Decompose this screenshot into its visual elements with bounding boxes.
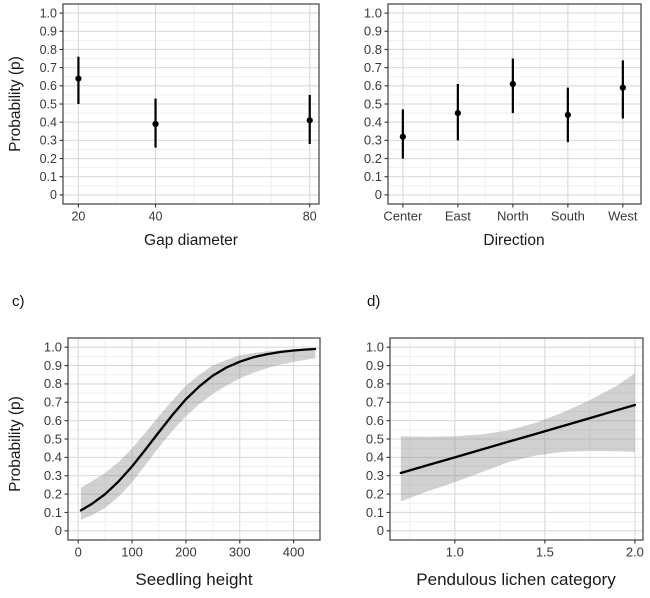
panel-label-c: c) bbox=[12, 293, 25, 310]
x-tick-label: 40 bbox=[149, 210, 163, 224]
y-tick-label: 1.0 bbox=[44, 339, 62, 354]
y-tick-label: 0.9 bbox=[364, 24, 382, 39]
y-tick-label: 0.3 bbox=[366, 468, 384, 483]
x-tick-label: West bbox=[608, 209, 638, 224]
y-tick-label: 0.1 bbox=[40, 170, 57, 184]
x-tick-label: 2.0 bbox=[626, 545, 644, 560]
y-tick-label: 1.0 bbox=[40, 6, 57, 20]
y-tick-label: 0.1 bbox=[44, 505, 62, 520]
y-tick-label: 0 bbox=[50, 188, 57, 202]
y-tick-label: 0.3 bbox=[40, 134, 57, 148]
y-tick-label: 0.7 bbox=[40, 61, 57, 75]
y-tick-label: 0.7 bbox=[364, 60, 382, 75]
y-tick-label: 0.5 bbox=[40, 97, 57, 111]
x-tick-label: 0 bbox=[75, 545, 82, 560]
y-tick-label: 0.1 bbox=[364, 169, 382, 184]
x-tick-label: 300 bbox=[229, 545, 251, 560]
point-estimate bbox=[75, 75, 82, 82]
y-tick-label: 0.6 bbox=[44, 413, 62, 428]
y-tick-label: 0.9 bbox=[44, 358, 62, 373]
x-tick-label: 80 bbox=[303, 210, 317, 224]
y-tick-label: 0.8 bbox=[364, 42, 382, 57]
y-tick-label: 1.0 bbox=[364, 5, 382, 20]
x-tick-label: 1.5 bbox=[536, 545, 554, 560]
y-tick-label: 0.2 bbox=[40, 152, 57, 166]
confidence-ribbon bbox=[80, 348, 316, 520]
y-tick-label: 0.4 bbox=[40, 115, 57, 129]
point-estimate bbox=[152, 120, 159, 128]
point-estimate bbox=[619, 84, 626, 91]
y-tick-label: 0.9 bbox=[366, 358, 384, 373]
x-axis-title-panel-b: Direction bbox=[483, 232, 545, 249]
panel-a: 1.0 0.9 0.8 0.7 0.6 0.5 0.4 0.3 0.2 0.1 0 20 40 80 bbox=[40, 3, 320, 224]
fitted-line bbox=[399, 403, 637, 475]
y-tick-label: 0.6 bbox=[366, 413, 384, 428]
panel-d: 1.0 0.9 0.8 0.7 0.6 0.5 0.4 0.3 0.2 0.1 0 1.0 1.5 2.0 bbox=[366, 337, 644, 560]
y-tick-label: 0.4 bbox=[44, 450, 62, 465]
x-tick-label: Center bbox=[383, 209, 423, 224]
y-tick-label: 0.8 bbox=[44, 376, 62, 391]
y-tick-label: 1.0 bbox=[366, 339, 384, 354]
point-estimate bbox=[399, 133, 406, 140]
x-tick-label: 400 bbox=[283, 545, 305, 560]
x-axis-title-panel-d: Pendulous lichen category bbox=[416, 570, 616, 589]
y-tick-label: 0.2 bbox=[366, 486, 384, 501]
x-tick-label: South bbox=[551, 209, 585, 224]
point-estimate bbox=[564, 111, 571, 119]
y-tick-label: 0.2 bbox=[364, 151, 382, 166]
y-tick-label: 0.9 bbox=[40, 25, 57, 39]
point-estimate bbox=[509, 80, 516, 88]
y-tick-label: 0 bbox=[377, 523, 384, 538]
y-axis-title-panel-c: Probability (p) bbox=[7, 396, 24, 492]
confidence-ribbon bbox=[400, 373, 635, 502]
y-tick-label: 0.6 bbox=[40, 79, 57, 93]
x-tick-label: 100 bbox=[121, 545, 143, 560]
x-tick-label: 200 bbox=[175, 545, 197, 560]
y-tick-label: 0.8 bbox=[40, 43, 57, 57]
panel-label-d: d) bbox=[367, 293, 381, 310]
point-estimate bbox=[306, 117, 313, 124]
point-estimate bbox=[454, 109, 461, 117]
x-tick-label: East bbox=[445, 209, 471, 224]
y-tick-label: 0.5 bbox=[366, 431, 384, 446]
y-tick-label: 0.7 bbox=[44, 395, 62, 410]
y-tick-label: 0.6 bbox=[364, 78, 382, 93]
fitted-line bbox=[79, 347, 317, 512]
panel-c: 1.0 0.9 0.8 0.7 0.6 0.5 0.4 0.3 0.2 0.1 00 100 200 30… bbox=[44, 337, 321, 560]
y-tick-label: 0 bbox=[55, 523, 62, 538]
x-tick-label: 20 bbox=[71, 210, 85, 224]
y-tick-label: 0.4 bbox=[364, 114, 382, 129]
x-tick-label: 1.0 bbox=[446, 545, 464, 560]
y-axis-title-panel-a: Probability (p) bbox=[7, 56, 24, 152]
y-tick-label: 0.5 bbox=[44, 431, 62, 446]
x-axis-title-panel-c: Seedling height bbox=[135, 570, 253, 589]
y-tick-label: 0 bbox=[375, 187, 382, 202]
y-tick-label: 0.7 bbox=[366, 395, 384, 410]
x-axis-title-panel-a: Gap diameter bbox=[144, 232, 238, 249]
y-tick-label: 0.3 bbox=[364, 133, 382, 148]
x-tick-label: North bbox=[497, 209, 529, 224]
y-tick-label: 0.8 bbox=[366, 376, 384, 391]
y-tick-label: 0.3 bbox=[44, 468, 62, 483]
y-tick-label: 0.2 bbox=[44, 486, 62, 501]
y-tick-label: 0.1 bbox=[366, 505, 384, 520]
y-tick-label: 0.4 bbox=[366, 450, 384, 465]
y-tick-label: 0.5 bbox=[364, 96, 382, 111]
